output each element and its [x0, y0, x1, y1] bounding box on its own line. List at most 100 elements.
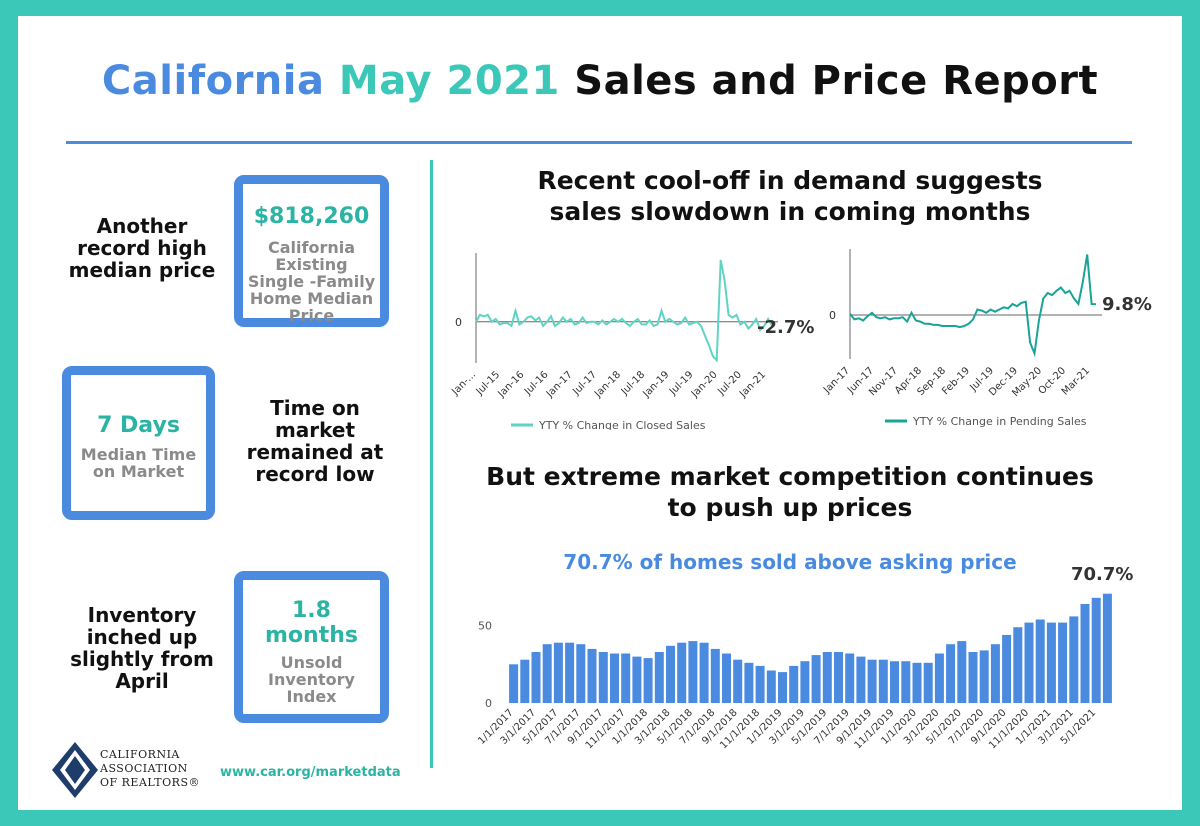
bar — [834, 652, 843, 703]
time-on-market-desc: Median Time on Market — [80, 445, 197, 481]
series-line — [475, 259, 773, 363]
bar — [565, 642, 575, 703]
car-logo-icon — [52, 742, 98, 798]
bar — [979, 650, 989, 703]
bar — [1058, 622, 1068, 703]
median-price-desc: California Existing Single -Family Home … — [247, 238, 376, 325]
bar — [1024, 622, 1034, 703]
bar — [710, 648, 720, 703]
bar — [878, 659, 888, 703]
bar — [744, 662, 754, 703]
legend-label: YTY % Change in Pending Sales — [912, 415, 1087, 428]
bar — [789, 665, 799, 703]
bar — [990, 644, 1000, 703]
bar — [688, 641, 698, 703]
bar — [1080, 604, 1090, 703]
y-tick-label: 0 — [485, 697, 492, 710]
title-part3: Sales and Price Report — [574, 58, 1099, 104]
pending-sales-end-label: 9.8% — [1102, 294, 1152, 315]
series-line — [849, 254, 1097, 358]
bar — [509, 664, 519, 703]
bar — [621, 653, 631, 703]
title-divider — [66, 141, 1132, 144]
org-line2: ASSOCIATION — [100, 762, 188, 775]
column-divider — [430, 160, 433, 768]
bar — [1035, 619, 1045, 703]
bar — [1091, 597, 1101, 703]
bar — [845, 653, 855, 703]
bar — [946, 644, 956, 703]
bar — [867, 659, 877, 703]
bar — [610, 653, 619, 703]
market-data-link[interactable]: www.car.org/marketdata — [220, 765, 401, 780]
x-tick-label: Jan-... — [449, 369, 478, 398]
bar — [722, 653, 731, 703]
bar — [890, 661, 899, 703]
bar — [1013, 627, 1023, 703]
bar — [800, 661, 810, 703]
bar — [778, 672, 787, 703]
x-tick-label: Jan-17 — [821, 365, 852, 396]
bar — [542, 644, 552, 703]
bar — [923, 662, 933, 703]
section2-subtitle: 70.7% of homes sold above asking price — [563, 550, 1017, 574]
bar — [576, 644, 586, 703]
title-part2: May 2021 — [338, 58, 560, 104]
org-name: CALIFORNIA ASSOCIATION OF REALTORS® — [100, 748, 200, 790]
bar — [553, 642, 563, 703]
bar — [654, 652, 664, 703]
median-price-label: Another record high median price — [68, 214, 216, 282]
closed-sales-end-label: -2.7% — [757, 317, 815, 338]
bar — [755, 665, 765, 703]
inventory-label: Inventory inched up slightly from April — [70, 603, 214, 693]
title-part1: California — [101, 58, 325, 104]
bar — [632, 656, 642, 703]
time-on-market-value: 7 Days — [97, 413, 180, 438]
inventory-box: 1.8 months Unsold Inventory Index — [234, 571, 389, 723]
x-tick-label: Jan-16 — [496, 369, 527, 400]
bar — [1102, 593, 1112, 703]
above-asking-end-label: 70.7% — [1071, 564, 1134, 585]
above-asking-chart: 0501/1/20173/1/20175/1/20177/1/20179/1/2… — [476, 593, 1112, 751]
y-tick-label: 50 — [478, 620, 492, 633]
bar — [901, 661, 911, 703]
x-tick-label: Jan-17 — [544, 369, 575, 400]
bar — [766, 670, 776, 703]
bar — [1002, 634, 1012, 703]
bar — [587, 648, 597, 703]
pending-sales-chart: 0Jan-17Jun-17Nov-17Apr-18Sep-18Feb-19Jul… — [821, 249, 1102, 428]
bar — [934, 653, 944, 703]
bar — [1069, 616, 1079, 703]
section1-heading: Recent cool-off in demand suggests sales… — [537, 166, 1043, 226]
x-tick-label: Jan-20 — [689, 369, 720, 400]
section2-heading: But extreme market competition continues… — [486, 462, 1094, 522]
bar — [598, 652, 608, 703]
bar — [968, 652, 978, 703]
inventory-value: 1.8 months — [265, 598, 358, 648]
bar — [856, 656, 866, 703]
median-price-value: $818,260 — [253, 204, 370, 229]
org-line1: CALIFORNIA — [100, 748, 180, 761]
inventory-desc: Unsold Inventory Index — [268, 653, 355, 706]
time-on-market-label: Time on market remained at record low — [246, 396, 384, 486]
x-tick-label: Jan-19 — [641, 369, 672, 400]
y-tick-label: 0 — [829, 309, 836, 322]
bar — [957, 641, 967, 703]
bar — [822, 652, 832, 703]
bar — [811, 655, 821, 703]
legend-label: YTY % Change in Closed Sales — [538, 419, 706, 430]
bar — [733, 659, 743, 703]
bar — [912, 662, 922, 703]
bar — [699, 642, 709, 703]
time-on-market-box: 7 Days Median Time on Market — [62, 366, 215, 520]
bar — [666, 645, 675, 703]
x-tick-label: Jan-18 — [592, 369, 623, 400]
page-title: California May 2021 Sales and Price Repo… — [0, 58, 1200, 104]
bar — [1046, 622, 1056, 703]
bar — [643, 658, 653, 703]
org-line3: OF REALTORS® — [100, 776, 200, 789]
median-price-box: $818,260 California Existing Single -Fam… — [234, 175, 389, 327]
y-tick-label: 0 — [455, 316, 462, 329]
closed-sales-chart: 0Jan-...Jul-15Jan-16Jul-16Jan-17Jul-17Ja… — [449, 253, 778, 430]
bar — [677, 642, 687, 703]
